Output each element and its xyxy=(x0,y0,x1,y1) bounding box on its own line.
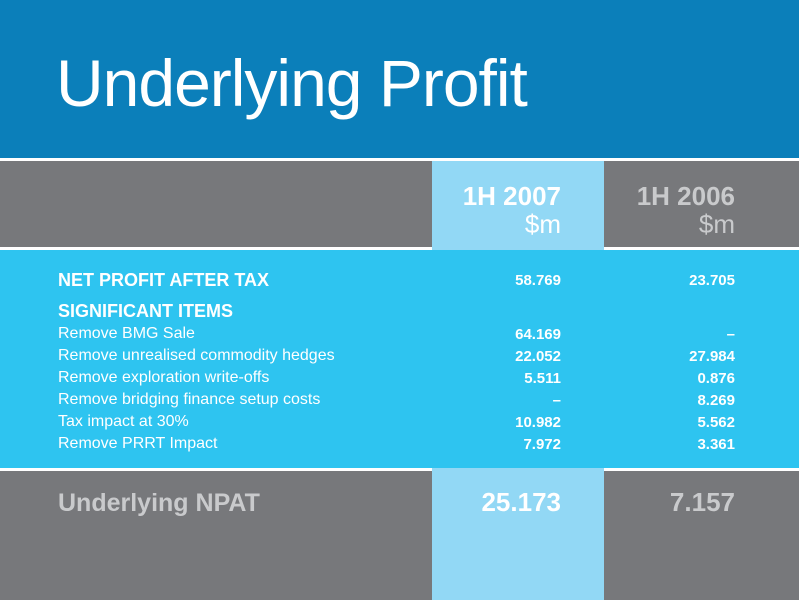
divider xyxy=(0,247,799,250)
item-label: Remove PRRT Impact xyxy=(58,435,218,452)
item-value-2007: 22.052 xyxy=(515,348,561,365)
column-period-2007: 1H 2007 xyxy=(462,181,561,211)
net-profit-label: NET PROFIT AFTER TAX xyxy=(58,270,269,290)
item-value-2006: 0.876 xyxy=(697,370,735,387)
column-header-2007: 1H 2007 $m xyxy=(463,182,561,238)
underlying-npat-2007: 25.173 xyxy=(481,487,561,517)
item-value-2007: – xyxy=(552,392,561,409)
item-value-2006: 8.269 xyxy=(697,392,735,409)
page-title: Underlying Profit xyxy=(56,46,528,120)
column-period-2006: 1H 2006 xyxy=(636,181,735,211)
net-profit-2007: 58.769 xyxy=(515,272,561,289)
item-label: Tax impact at 30% xyxy=(58,413,189,430)
item-value-2006: 5.562 xyxy=(697,414,735,431)
item-label: Remove bridging finance setup costs xyxy=(58,391,321,408)
item-value-2006: 3.361 xyxy=(697,436,735,453)
header-band xyxy=(0,161,799,247)
item-label: Remove unrealised commodity hedges xyxy=(58,347,335,364)
item-value-2007: 10.982 xyxy=(515,414,561,431)
net-profit-2006: 23.705 xyxy=(689,272,735,289)
item-value-2007: 64.169 xyxy=(515,326,561,343)
item-value-2007: 7.972 xyxy=(523,436,561,453)
item-value-2006: 27.984 xyxy=(689,348,735,365)
data-band xyxy=(0,250,799,468)
significant-items-heading: SIGNIFICANT ITEMS xyxy=(58,301,233,321)
footer-band xyxy=(0,471,799,600)
column-unit-2007: $m xyxy=(524,209,561,239)
divider xyxy=(0,158,799,161)
underlying-npat-2006: 7.157 xyxy=(669,487,735,517)
item-label: Remove exploration write-offs xyxy=(58,369,270,386)
item-value-2006: – xyxy=(726,326,735,343)
highlight-column-data xyxy=(432,250,604,468)
column-unit-2006: $m xyxy=(698,209,735,239)
item-value-2007: 5.511 xyxy=(524,370,561,387)
title-band: Underlying Profit xyxy=(0,0,799,158)
item-label: Remove BMG Sale xyxy=(58,325,195,342)
underlying-npat-label: Underlying NPAT xyxy=(58,489,260,517)
column-header-2006: 1H 2006 $m xyxy=(637,182,735,238)
divider xyxy=(0,468,799,471)
